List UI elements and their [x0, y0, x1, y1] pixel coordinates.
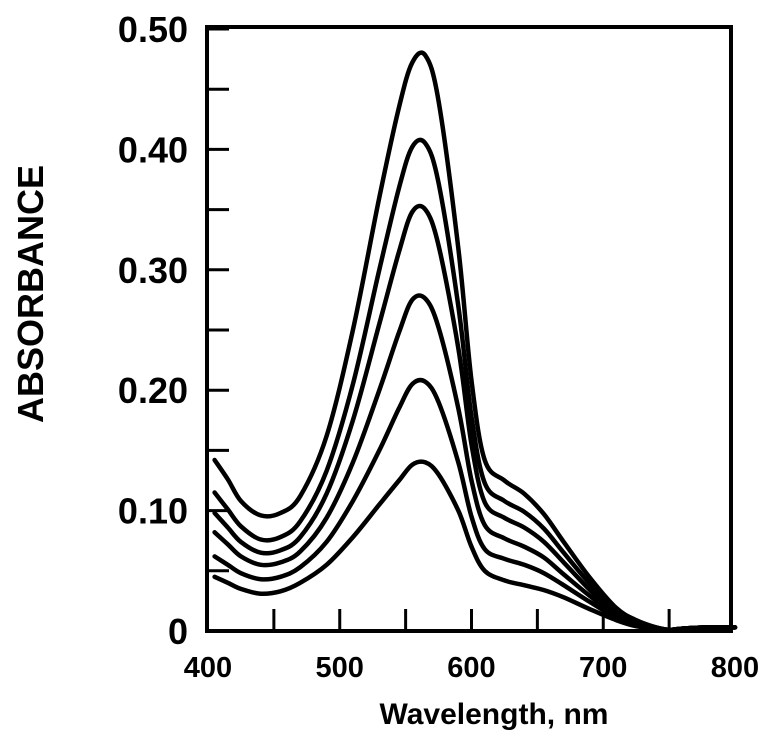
y-tick-label: 0.50: [118, 9, 188, 50]
y-tick-label: 0.30: [118, 250, 188, 291]
y-tick-label: 0: [168, 611, 188, 652]
y-tick-label: 0.40: [118, 129, 188, 170]
x-tick-label: 400: [184, 652, 232, 684]
y-axis-title: ABSORBANCE: [10, 165, 51, 423]
series-group: [212, 50, 738, 633]
x-tick-label: 600: [447, 652, 495, 684]
y-tick-label: 0.10: [118, 491, 188, 532]
x-tick-label: 700: [579, 652, 627, 684]
x-tick-label: 800: [711, 652, 759, 684]
axis-ticks: [207, 27, 671, 631]
x-tick-label: 500: [316, 652, 364, 684]
y-tick-label: 0.20: [118, 370, 188, 411]
x-axis-title: Wavelength, nm: [380, 698, 609, 731]
tick-labels: 0 0.10 0.20 0.30 0.40 0.50 400 500 600 700 800: [118, 9, 759, 684]
series-line-curve-6: [212, 50, 738, 633]
